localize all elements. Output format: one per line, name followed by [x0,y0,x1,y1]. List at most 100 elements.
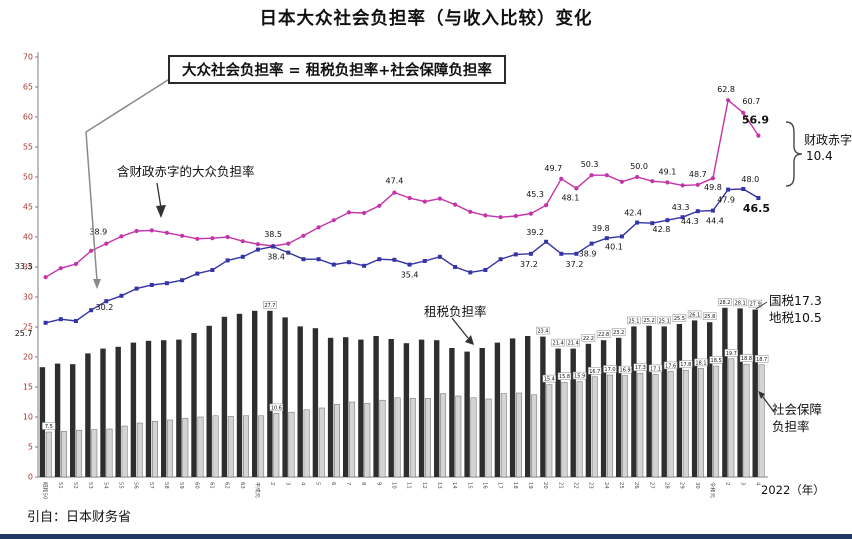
x-axis-tick-label: 2 [724,482,730,485]
tax-bar [494,342,501,477]
line-value-label: 46.5 [743,202,770,215]
deficit-line-marker [437,196,442,201]
social-security-label-line2: 负担率 [772,419,810,434]
deficit-line-marker [422,199,427,204]
bar-value-label: 25.5 [674,316,685,322]
bar-value-label: 18.8 [741,356,752,362]
tax-bar [691,320,698,477]
x-axis-tick-label: 21 [557,482,563,489]
x-axis-tick-label: 25 [618,482,624,489]
tax-bar [85,353,91,477]
social-security-bar [500,393,507,478]
x-axis-tick-label: 60 [193,482,199,489]
deficit-line-marker [73,261,78,267]
deficit-line-marker [316,225,321,230]
bar-value-box [603,365,617,373]
social-security-bar [318,407,325,478]
burden-line-marker [604,236,609,241]
bar-value-label: 15.4 [544,377,555,383]
deficit-line-marker [635,174,640,180]
bar-value-box [648,364,663,373]
social-security-bar [637,372,644,478]
tax-bar [282,317,288,477]
deficit-line-marker [225,234,230,240]
deficit-line-marker [544,203,549,208]
burden-line-marker [544,239,549,244]
line-value-label: 30.2 [95,303,113,312]
social-security-bar [409,398,416,478]
x-axis-tick-label: 55 [117,482,123,489]
bar-value-label: 17.3 [635,365,646,371]
bar-value-label: 7.5 [45,424,53,430]
bar-value-box [657,316,671,325]
y-axis-tick-label: 10 [23,413,33,422]
burden-line-marker [589,241,594,246]
line-value-label: 60.7 [742,97,760,106]
social-security-bar [106,428,113,478]
bar-value-box [618,365,632,374]
burden-line-marker [377,257,382,262]
bar-value-label: 10.6 [271,405,282,411]
line-value-label: 33.3 [15,262,33,271]
bar-value-label: 16.7 [589,369,600,375]
social-security-label-line1: 社会保障 [772,402,823,417]
deficit-line-marker [741,110,746,115]
bar-value-box [557,372,572,380]
tax-bar [525,336,531,477]
y-axis-tick-label: 30 [23,293,33,302]
burden-line-marker [422,259,427,263]
x-axis-tick-label: 54 [102,482,108,489]
deficit-line-marker [58,266,63,271]
line-value-label: 44.3 [681,217,699,226]
x-axis-tick-label: 52 [72,482,78,489]
deficit-line-marker [559,176,564,181]
deficit-line-marker [240,239,245,244]
line-value-label: 35.4 [401,271,419,280]
social-security-bar [516,392,522,478]
bar-value-label: 21.4 [553,341,564,347]
burden-line-marker [316,257,321,262]
burden-line-marker [149,283,154,287]
bar-value-label: 21.4 [568,341,579,347]
social-security-bar [728,358,735,478]
social-security-bar [485,398,492,478]
formula-box: 大众社会负担率 = 租税负担率+社会保障负担率 [168,55,506,84]
burden-line-marker [195,271,200,276]
deficit-line-marker [346,210,351,215]
fiscal-deficit-label: 财政赤字 [804,133,852,147]
social-security-bar [607,374,613,478]
bar-value-box [581,334,596,342]
deficit-line-marker [301,233,306,238]
line-value-label: 42.4 [624,209,642,218]
x-axis-tick-label: 19 [527,482,533,489]
bar-value-label: 17.0 [604,367,615,373]
x-axis-tick-label: 3 [284,482,290,485]
burden-line-marker [89,308,94,313]
line-value-label: 37.2 [520,260,538,269]
x-axis-unit-label: 2022（年） [761,483,825,497]
deficit-line [45,98,759,278]
tax-bar [145,340,152,477]
tax-bar [403,343,410,477]
tax-bar [267,310,273,477]
deficit-line-marker [483,213,488,218]
deficit-line-marker [119,234,124,239]
social-security-bar [258,415,265,478]
bar-value-label: 28.2 [719,300,730,306]
social-security-bar [622,375,629,478]
social-security-bar [334,404,340,478]
bar-value-label: 27.7 [264,303,275,309]
deficit-line-marker [695,182,700,187]
burden-line-marker [695,209,700,214]
burden-line-marker [726,187,731,192]
x-axis-tick-label: 16 [481,482,487,489]
fiscal-deficit-value: 10.4 [806,149,833,163]
burden-line-series: 25.730.238.435.437.239.237.238.939.840.1… [15,175,770,338]
social-security-bar [440,393,447,478]
bar-value-box [42,422,56,430]
x-axis-tick-label: 13 [436,482,442,489]
burden-line-marker [392,257,397,262]
x-axis-tick-label: 昭和50 [42,482,50,500]
burden-line-marker [453,265,458,269]
